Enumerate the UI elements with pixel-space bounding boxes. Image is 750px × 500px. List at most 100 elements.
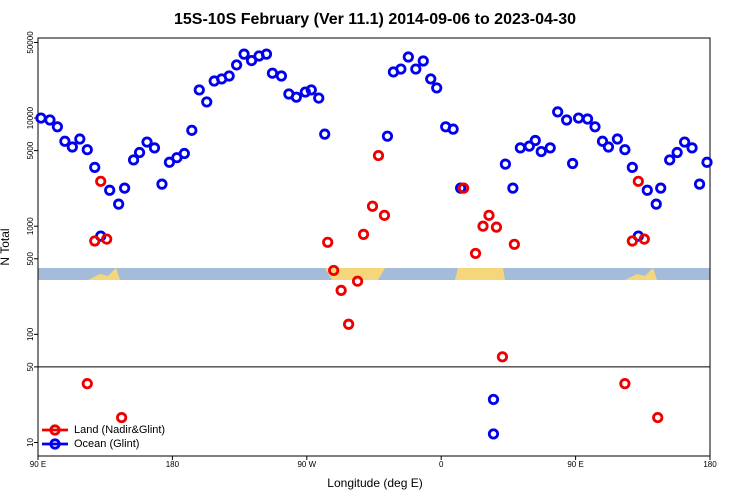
point <box>148 142 161 154</box>
point <box>490 221 503 233</box>
point <box>581 113 594 125</box>
point <box>508 238 520 250</box>
point <box>51 121 64 133</box>
point <box>319 128 331 140</box>
point <box>156 178 168 190</box>
point <box>487 393 500 406</box>
point <box>469 247 482 260</box>
point <box>552 106 564 118</box>
map-land <box>88 268 657 280</box>
point <box>544 142 556 154</box>
point <box>193 84 205 96</box>
y-tick-label: 50 <box>26 362 35 371</box>
point <box>626 235 638 247</box>
point <box>44 114 56 126</box>
y-axis-label: N Total <box>0 228 12 265</box>
point <box>572 112 585 124</box>
point <box>477 220 489 232</box>
point <box>119 182 131 194</box>
point <box>561 114 573 126</box>
point <box>447 123 459 135</box>
point <box>299 86 311 98</box>
point <box>245 54 258 67</box>
point <box>305 84 317 96</box>
x-tick-label: 90 E <box>567 460 583 469</box>
point <box>701 156 713 168</box>
point <box>201 96 213 108</box>
point <box>113 198 125 210</box>
x-tick-label: 180 <box>703 460 717 469</box>
x-tick-label: 0 <box>439 460 444 469</box>
point <box>619 378 631 390</box>
point <box>619 144 631 156</box>
point <box>626 161 638 173</box>
point <box>523 140 535 152</box>
point <box>66 141 78 153</box>
point <box>499 158 512 170</box>
chart-title: 15S-10S February (Ver 11.1) 2014-09-06 t… <box>174 11 576 28</box>
point <box>133 146 146 159</box>
point <box>328 264 340 277</box>
point <box>395 63 407 75</box>
point <box>101 233 113 245</box>
point <box>163 156 176 168</box>
point <box>507 182 519 194</box>
legend-label: Ocean (Glint) <box>74 438 139 450</box>
point <box>104 184 116 196</box>
x-axis-label: Longitude (deg E) <box>327 476 422 490</box>
point <box>89 235 101 247</box>
point <box>655 182 667 194</box>
legend-marker <box>49 424 61 436</box>
point <box>343 318 355 330</box>
point <box>59 135 71 147</box>
y-tick-label: 500 <box>26 252 35 266</box>
point <box>632 175 644 187</box>
point <box>378 209 391 221</box>
point <box>417 55 429 67</box>
point <box>529 134 541 147</box>
point <box>693 178 706 190</box>
point <box>402 51 414 63</box>
x-tick-label: 180 <box>166 460 180 469</box>
plot-frame <box>37 37 711 457</box>
x-tick-label: 90 E <box>30 460 46 469</box>
point <box>260 48 273 60</box>
legend-label: Land (Nadir&Glint) <box>74 424 165 436</box>
point <box>357 228 370 240</box>
y-tick-label: 1000 <box>26 217 35 235</box>
point <box>410 63 422 75</box>
point <box>596 135 609 147</box>
point <box>496 351 509 363</box>
point <box>664 154 676 166</box>
point <box>89 161 101 173</box>
point <box>81 144 93 156</box>
y-tick-label: 50000 <box>26 31 35 54</box>
point <box>178 147 190 160</box>
point <box>81 378 93 390</box>
point <box>335 284 347 296</box>
point <box>366 200 379 212</box>
point <box>116 411 128 424</box>
point <box>611 133 624 145</box>
point <box>514 142 526 154</box>
point <box>290 91 302 103</box>
point <box>457 182 470 194</box>
point <box>141 136 153 148</box>
y-tick-label: 10 <box>26 437 35 446</box>
point <box>638 233 650 245</box>
point <box>231 59 243 71</box>
point <box>679 136 691 148</box>
point <box>74 133 86 145</box>
point <box>223 70 235 82</box>
point <box>535 145 547 158</box>
point <box>35 112 47 124</box>
point <box>313 92 325 104</box>
point <box>372 149 385 162</box>
point <box>425 73 437 85</box>
point <box>186 124 198 136</box>
point <box>686 142 698 154</box>
point <box>602 141 615 153</box>
point <box>487 428 500 440</box>
point <box>275 70 288 82</box>
